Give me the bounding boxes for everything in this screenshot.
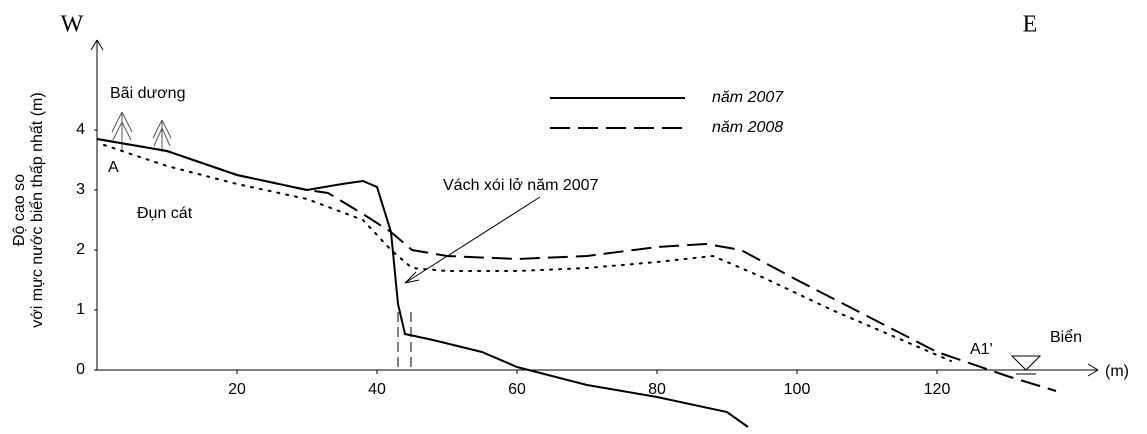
annotation: Đụn cát (137, 205, 193, 222)
x-tick-label: 60 (508, 381, 526, 398)
legend-label: năm 2008 (712, 119, 783, 136)
annotation: A1' (970, 341, 993, 358)
annotation-arrow (404, 196, 541, 284)
x-axis-unit: (m) (1105, 363, 1129, 380)
y-axis-label: Độ cao so (11, 174, 28, 246)
y-tick-label: 0 (76, 361, 85, 378)
line (96, 138, 749, 428)
line (96, 138, 1057, 392)
x-tick-label: 40 (368, 381, 386, 398)
tree-icons (111, 111, 172, 152)
x-tick-label: 20 (228, 381, 246, 398)
y-axis-arrow (90, 39, 104, 51)
x-tick-label: 120 (924, 381, 951, 398)
direction-right: E (1023, 12, 1038, 38)
y-tick-label: 3 (76, 181, 85, 198)
annotation: Bãi dương (110, 85, 185, 102)
annotation: A (108, 159, 119, 176)
y-axis-label: với mực nước biển thấp nhất (m) (28, 92, 46, 327)
direction-left: W (61, 12, 84, 38)
annotation: Vách xói lở năm 2007 (443, 177, 599, 194)
x-tick-label: 100 (784, 381, 811, 398)
arrow-head (404, 271, 420, 284)
x-tick-label: 80 (648, 381, 666, 398)
legend-label: năm 2007 (712, 89, 784, 106)
y-tick-label: 2 (76, 241, 85, 258)
y-tick-label: 1 (76, 301, 85, 318)
cliff-guide (397, 312, 412, 372)
x-axis-arrow (1087, 363, 1099, 377)
annotation: Biển (1050, 328, 1082, 346)
y-tick-label: 4 (76, 121, 85, 138)
sea-symbol (1010, 355, 1042, 375)
